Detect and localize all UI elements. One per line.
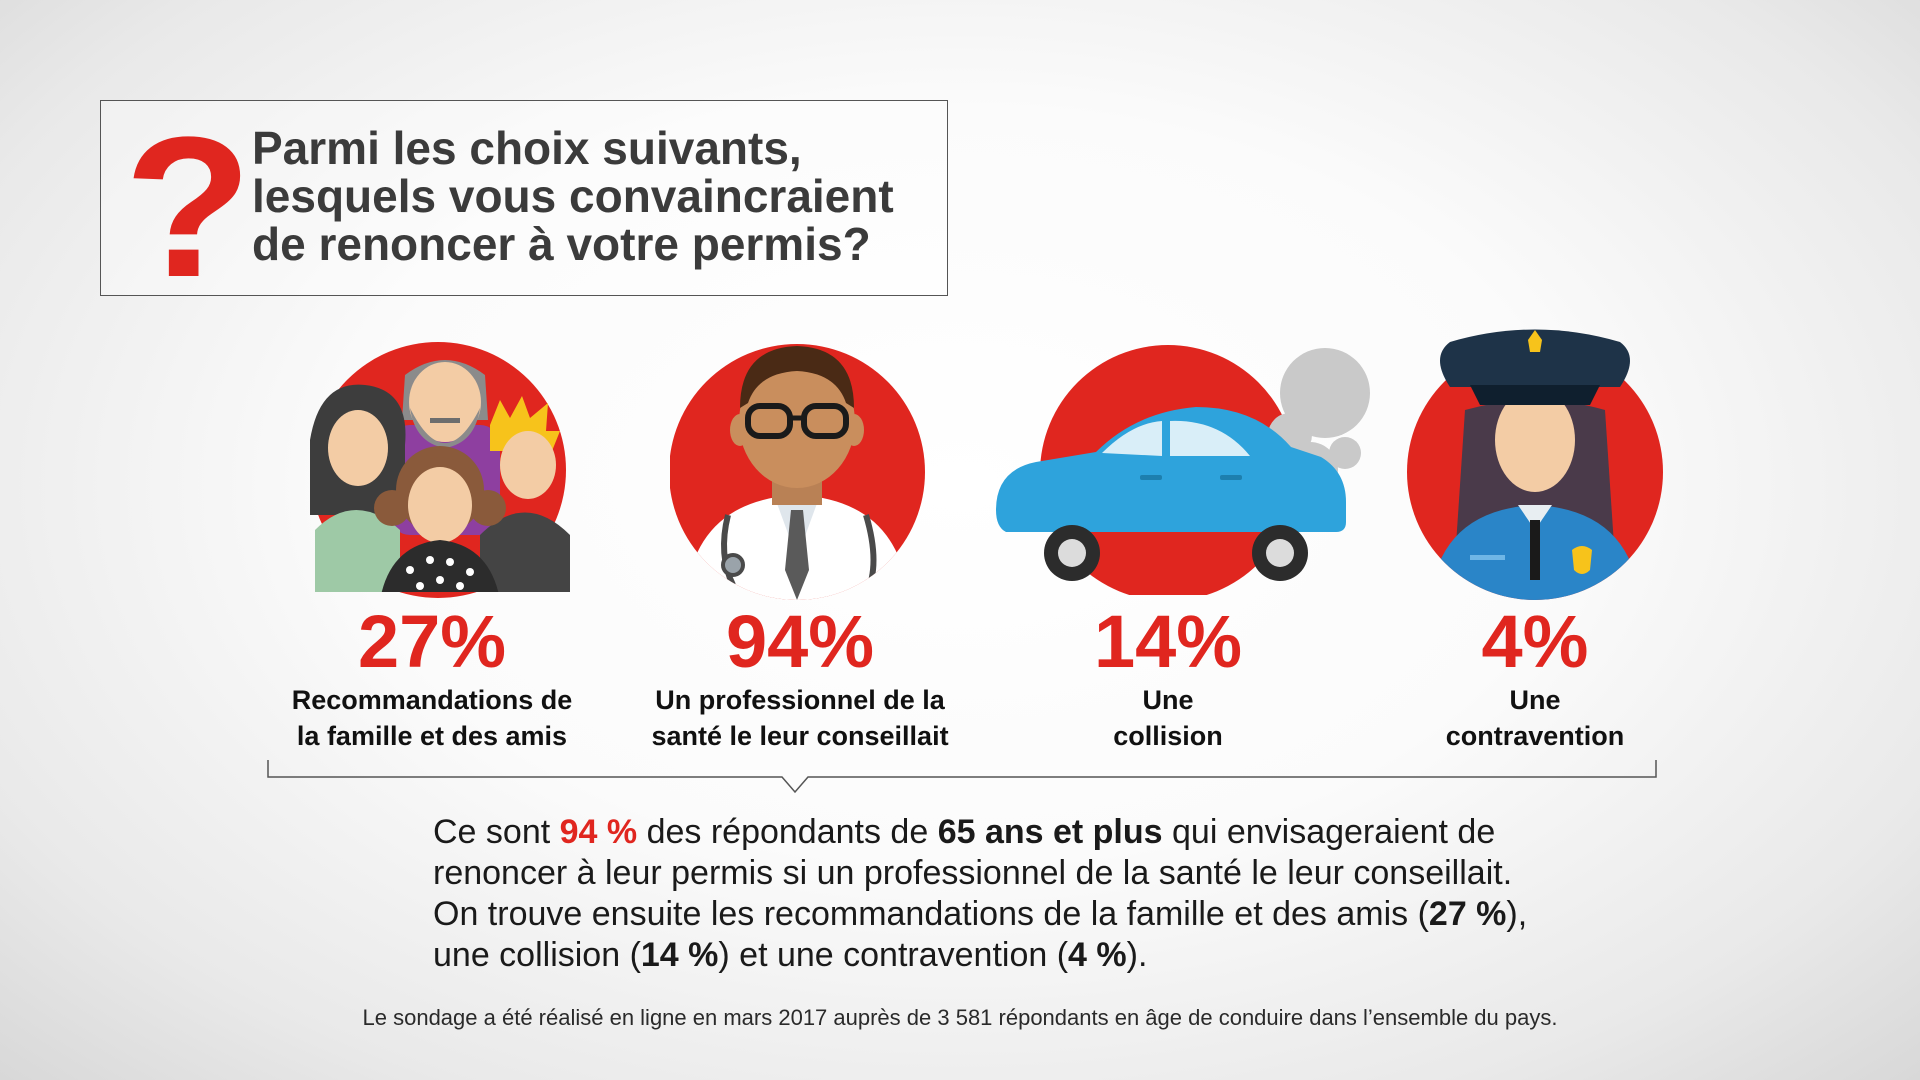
family-icon [310, 342, 570, 598]
question-mark-icon: ? [123, 96, 253, 319]
summary-highlight-red: 94 % [559, 813, 638, 851]
summary-highlight-bold: 27 % [1428, 895, 1507, 933]
summary-text: ). [1126, 936, 1148, 974]
category-label-line: santé le leur conseillait [651, 721, 949, 751]
category-label-line: Une [1142, 685, 1194, 715]
category-label-line: contravention [1445, 721, 1625, 751]
doctor-icon [670, 344, 925, 600]
category-label-line: Une [1509, 685, 1561, 715]
summary-text: des répondants de [637, 813, 938, 851]
category-label-line: Un professionnel de la [655, 685, 945, 715]
summary-text: qui envisageraient de renoncer à leur pe… [433, 813, 1513, 933]
category-label-line: Recommandations de [291, 685, 573, 715]
category-label: Une collision [968, 682, 1368, 754]
question-line: de renoncer à votre permis? [252, 218, 871, 270]
percentage-value: 14% [1093, 600, 1243, 683]
summary-highlight-bold: 14 % [640, 936, 719, 974]
percentage-value: 27% [357, 600, 507, 683]
category-label: Un professionnel de la santé le leur con… [600, 682, 1000, 754]
summary-text: Ce sont [433, 813, 560, 851]
question-title: Parmi les choix suivants, lesquels vous … [252, 124, 932, 268]
category-label-line: collision [1113, 721, 1223, 751]
summary-highlight-bold: 4 % [1068, 936, 1127, 974]
police-officer-icon [1407, 329, 1663, 600]
category-label: Une contravention [1335, 682, 1735, 754]
car-collision-icon [996, 345, 1370, 595]
question-line: Parmi les choix suivants, [252, 122, 802, 174]
category-label-line: la famille et des amis [296, 721, 568, 751]
summary-text: ), une collision ( [433, 895, 1528, 974]
percentage-value: 94% [725, 600, 875, 683]
category-label: Recommandations de la famille et des ami… [232, 682, 632, 754]
summary-text: ) et une contravention ( [718, 936, 1069, 974]
summary-paragraph: Ce sont 94 % des répondants de 65 ans et… [433, 812, 1553, 976]
question-box [100, 100, 948, 296]
question-line: lesquels vous convaincraient [252, 170, 894, 222]
summary-highlight-bold: 65 ans et plus [937, 813, 1163, 851]
percentage-value: 4% [1481, 600, 1589, 683]
footnote: Le sondage a été réalisé en ligne en mar… [362, 1005, 1558, 1030]
